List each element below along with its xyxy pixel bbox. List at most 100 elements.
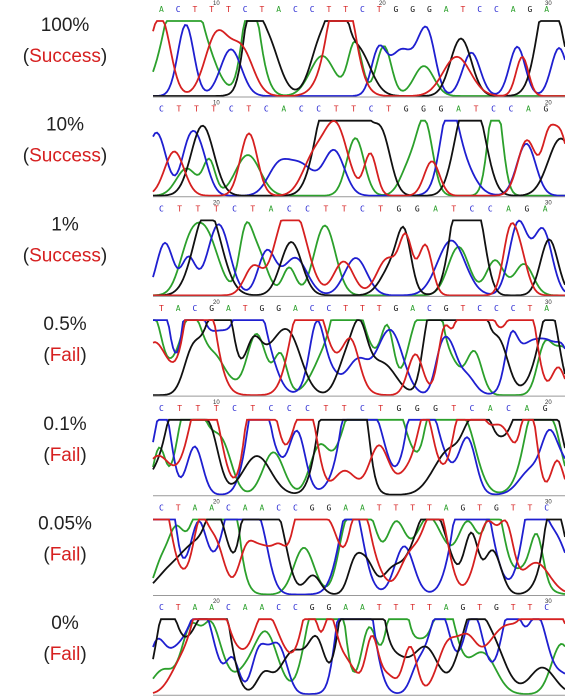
base-call: G bbox=[415, 404, 420, 413]
base-call: T bbox=[511, 504, 516, 513]
base-call: T bbox=[243, 304, 248, 313]
status: Success bbox=[29, 245, 101, 266]
base-call: A bbox=[260, 504, 265, 513]
base-call: T bbox=[461, 304, 466, 313]
base-call: T bbox=[177, 404, 182, 413]
base-call: G bbox=[276, 304, 281, 313]
bracket: ) bbox=[101, 245, 107, 266]
base-call: C bbox=[269, 404, 274, 413]
base-call: G bbox=[524, 204, 529, 213]
base-call: G bbox=[397, 404, 402, 413]
base-call: T bbox=[246, 105, 251, 114]
base-call: A bbox=[456, 105, 461, 114]
base-call: T bbox=[511, 603, 516, 612]
base-call: A bbox=[159, 5, 164, 14]
base-call: G bbox=[310, 504, 315, 513]
base-call: C bbox=[193, 304, 198, 313]
concentration-label: 0% bbox=[51, 613, 79, 634]
base-call: T bbox=[394, 603, 399, 612]
base-call: T bbox=[226, 5, 231, 14]
base-call: C bbox=[287, 404, 292, 413]
base-call: A bbox=[524, 404, 529, 413]
base-call: T bbox=[323, 204, 328, 213]
status-label: (Success) bbox=[23, 146, 107, 167]
base-call: G bbox=[461, 603, 466, 612]
concentration-label: 0.1% bbox=[43, 414, 86, 435]
base-call: T bbox=[342, 404, 347, 413]
trace bbox=[153, 520, 565, 595]
base-call: C bbox=[477, 5, 482, 14]
base-call: C bbox=[232, 404, 237, 413]
base-call: T bbox=[177, 204, 182, 213]
base-call: T bbox=[196, 204, 201, 213]
base-call: T bbox=[477, 603, 482, 612]
base-call: C bbox=[477, 304, 482, 313]
base-call: A bbox=[343, 504, 348, 513]
position-number: 10 bbox=[213, 101, 220, 107]
base-call: T bbox=[250, 404, 255, 413]
base-call: T bbox=[343, 5, 348, 14]
base-call: A bbox=[193, 504, 198, 513]
base-call: C bbox=[494, 5, 499, 14]
base-call: C bbox=[511, 304, 516, 313]
base-call: G bbox=[461, 504, 466, 513]
trace bbox=[153, 420, 565, 482]
base-call: T bbox=[378, 404, 383, 413]
base-call: G bbox=[494, 504, 499, 513]
position-number: 30 bbox=[545, 1, 552, 7]
bracket: ) bbox=[101, 46, 107, 67]
base-call: G bbox=[394, 5, 399, 14]
position-number: 30 bbox=[545, 300, 552, 306]
base-call: C bbox=[243, 5, 248, 14]
base-call: C bbox=[293, 603, 298, 612]
base-call: G bbox=[260, 304, 265, 313]
base-call: C bbox=[159, 204, 164, 213]
base-call: T bbox=[176, 105, 181, 114]
base-call: T bbox=[194, 105, 199, 114]
base-call: A bbox=[444, 5, 449, 14]
base-call: T bbox=[461, 5, 466, 14]
base-call: G bbox=[404, 105, 409, 114]
base-call: G bbox=[528, 5, 533, 14]
base-call: A bbox=[243, 603, 248, 612]
base-call: G bbox=[415, 204, 420, 213]
status-label: (Fail) bbox=[43, 644, 86, 665]
base-call: C bbox=[506, 404, 511, 413]
base-call: T bbox=[327, 5, 332, 14]
base-call: C bbox=[159, 404, 164, 413]
panel: 100%(Success)ACTTTCTACCTTCTGGGATCCAGA102… bbox=[23, 1, 565, 97]
base-call: T bbox=[386, 105, 391, 114]
base-call: A bbox=[410, 304, 415, 313]
base-call: A bbox=[343, 603, 348, 612]
panel: 0.5%(Fail)TACGATGGACCTTTGACGTCCCTA2030 bbox=[43, 300, 565, 396]
base-call: T bbox=[193, 5, 198, 14]
base-call: C bbox=[470, 404, 475, 413]
base-call: T bbox=[159, 304, 164, 313]
base-call: G bbox=[444, 304, 449, 313]
bracket: ) bbox=[101, 146, 107, 167]
base-call: T bbox=[410, 603, 415, 612]
base-call: T bbox=[474, 105, 479, 114]
bracket: ) bbox=[80, 644, 86, 665]
base-call: A bbox=[193, 603, 198, 612]
base-call: T bbox=[394, 504, 399, 513]
trace bbox=[153, 320, 565, 394]
base-call: C bbox=[310, 304, 315, 313]
base-call: C bbox=[491, 105, 496, 114]
status: Success bbox=[29, 146, 101, 167]
base-call: T bbox=[528, 603, 533, 612]
position-number: 30 bbox=[545, 200, 552, 206]
position-number: 20 bbox=[213, 300, 220, 306]
base-call: C bbox=[159, 105, 164, 114]
base-call: T bbox=[196, 404, 201, 413]
base-call: T bbox=[528, 504, 533, 513]
base-call: C bbox=[176, 5, 181, 14]
base-call: C bbox=[226, 504, 231, 513]
base-call: C bbox=[369, 105, 374, 114]
base-call: A bbox=[444, 504, 449, 513]
status-label: (Fail) bbox=[43, 545, 86, 566]
bracket: ) bbox=[80, 345, 86, 366]
base-call: T bbox=[342, 204, 347, 213]
base-call: C bbox=[264, 105, 269, 114]
